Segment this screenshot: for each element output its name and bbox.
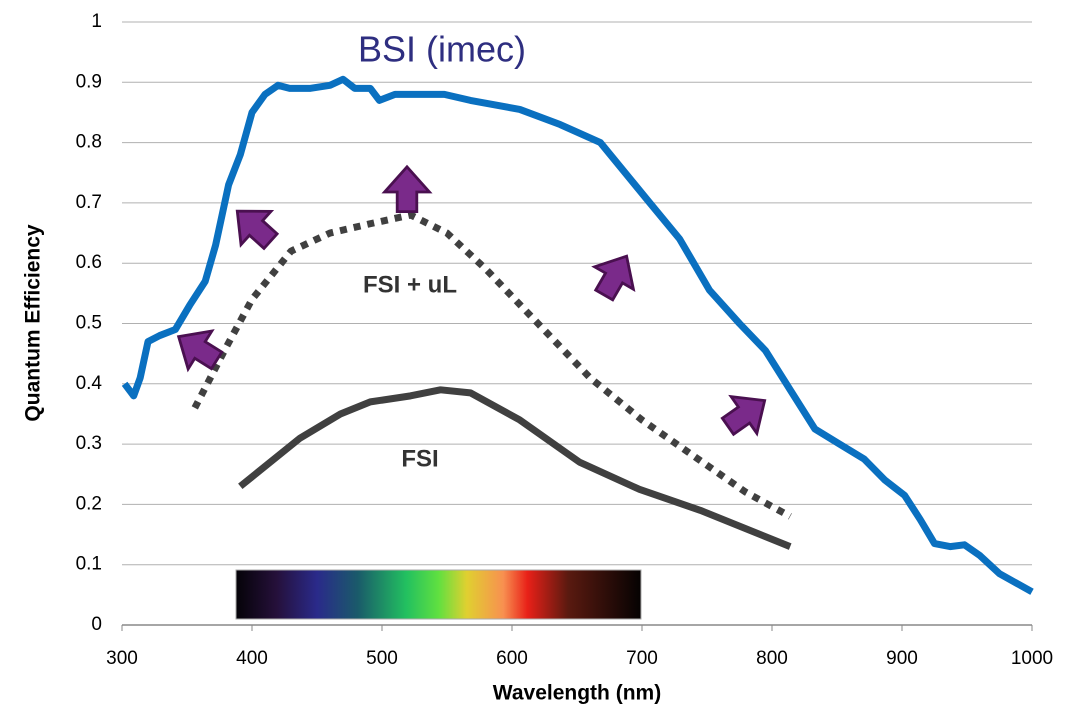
plot: BSI (imec) FSI + uL FSI: [121, 29, 1034, 595]
y-tick-label: 0.4: [76, 373, 103, 394]
arrows: [176, 164, 767, 437]
arrow: [176, 329, 224, 373]
arrow: [720, 394, 767, 437]
x-tick-label: 400: [236, 648, 268, 669]
x-tick-label: 500: [366, 648, 398, 669]
x-tick-label: 700: [626, 648, 658, 669]
series-line: [121, 75, 1034, 595]
x-tick-label: 900: [886, 648, 918, 669]
x-tick-label: 600: [496, 648, 528, 669]
y-tick-label: 0.2: [76, 493, 102, 514]
y-tick-label: 0: [91, 614, 102, 635]
series-label: FSI: [401, 445, 438, 472]
y-tick-label: 0.8: [76, 132, 102, 153]
series-line: [238, 386, 792, 550]
arrow: [235, 209, 280, 251]
y-tick-label: 0.9: [76, 71, 102, 92]
x-tick-label: 300: [106, 648, 138, 669]
spectrum-bar: [235, 569, 642, 620]
y-tick-label: 0.5: [76, 313, 102, 334]
y-axis-title: Quantum Efficiency: [22, 224, 45, 422]
arrow: [591, 254, 636, 302]
arrow: [381, 164, 433, 213]
grid: [121, 21, 1033, 631]
series-label: BSI (imec): [358, 29, 526, 70]
y-tick-label: 0.7: [76, 192, 102, 213]
y-tick-label: 1: [91, 11, 102, 32]
y-tick-label: 0.3: [76, 433, 102, 454]
x-tick-label: 800: [756, 648, 788, 669]
series-line: [191, 211, 792, 520]
y-tick-label: 0.6: [76, 252, 102, 273]
x-axis-title: Wavelength (nm): [493, 682, 661, 705]
series-label: FSI + uL: [363, 271, 457, 298]
x-tick-label: 1000: [1011, 648, 1053, 669]
y-tick-label: 0.1: [76, 554, 102, 575]
